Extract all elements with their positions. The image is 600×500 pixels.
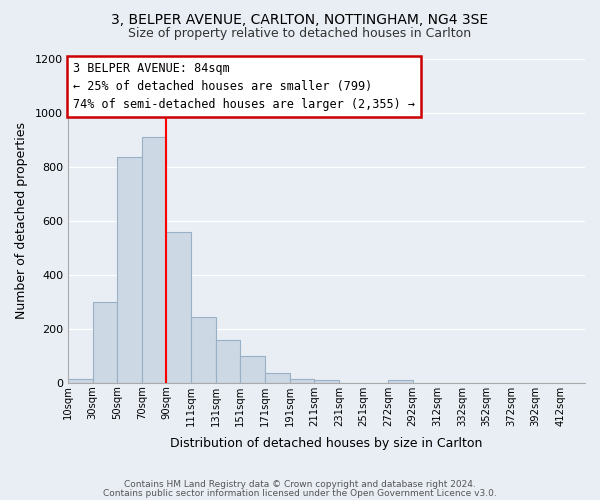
Bar [215,340,240,382]
Bar [166,232,191,382]
Text: Contains public sector information licensed under the Open Government Licence v3: Contains public sector information licen… [103,489,497,498]
Bar [117,158,142,382]
Text: 3 BELPER AVENUE: 84sqm
← 25% of detached houses are smaller (799)
74% of semi-de: 3 BELPER AVENUE: 84sqm ← 25% of detached… [73,62,415,111]
Bar [265,374,290,382]
Text: Contains HM Land Registry data © Crown copyright and database right 2024.: Contains HM Land Registry data © Crown c… [124,480,476,489]
Bar [68,378,92,382]
Bar [290,378,314,382]
Bar [191,316,215,382]
Text: 3, BELPER AVENUE, CARLTON, NOTTINGHAM, NG4 3SE: 3, BELPER AVENUE, CARLTON, NOTTINGHAM, N… [112,12,488,26]
Bar [314,380,339,382]
Bar [92,302,117,382]
Bar [142,137,166,382]
Y-axis label: Number of detached properties: Number of detached properties [15,122,28,320]
X-axis label: Distribution of detached houses by size in Carlton: Distribution of detached houses by size … [170,437,482,450]
Bar [388,380,413,382]
Text: Size of property relative to detached houses in Carlton: Size of property relative to detached ho… [128,28,472,40]
Bar [240,356,265,382]
